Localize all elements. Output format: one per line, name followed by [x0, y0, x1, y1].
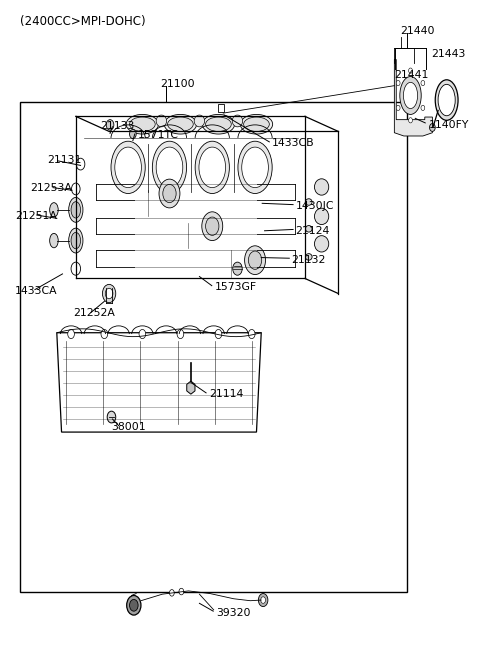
Ellipse shape [305, 253, 312, 260]
Text: 21100: 21100 [160, 79, 194, 89]
Circle shape [130, 599, 138, 611]
Circle shape [245, 246, 265, 274]
Circle shape [71, 262, 81, 275]
Ellipse shape [69, 197, 83, 222]
Circle shape [396, 105, 400, 111]
Polygon shape [187, 381, 195, 394]
Circle shape [408, 118, 412, 123]
Ellipse shape [435, 80, 458, 121]
Text: 21132: 21132 [292, 255, 326, 265]
Circle shape [258, 593, 268, 607]
Text: 1430JC: 1430JC [296, 201, 334, 211]
Circle shape [159, 179, 180, 208]
Circle shape [68, 329, 74, 339]
Circle shape [396, 81, 400, 86]
Text: 1571TC: 1571TC [138, 130, 179, 140]
Circle shape [202, 212, 223, 240]
Ellipse shape [164, 115, 197, 134]
Circle shape [72, 183, 80, 195]
Ellipse shape [69, 228, 83, 253]
Ellipse shape [194, 115, 204, 127]
Circle shape [248, 329, 255, 339]
Circle shape [205, 217, 219, 235]
Ellipse shape [111, 141, 145, 193]
Text: 1573GF: 1573GF [215, 282, 257, 292]
Text: 1433CA: 1433CA [15, 286, 58, 296]
Ellipse shape [115, 147, 142, 187]
Circle shape [127, 595, 141, 615]
Text: 1140FY: 1140FY [429, 120, 469, 130]
Circle shape [421, 105, 425, 111]
Text: 21443: 21443 [431, 49, 465, 60]
Circle shape [177, 329, 184, 339]
Text: 21133: 21133 [100, 121, 135, 131]
Text: 21440: 21440 [400, 26, 434, 37]
Ellipse shape [305, 198, 312, 205]
Ellipse shape [314, 179, 329, 195]
Bar [20, 102, 407, 592]
Circle shape [430, 124, 435, 132]
Circle shape [130, 130, 136, 139]
Circle shape [139, 329, 146, 339]
Text: 1433CB: 1433CB [272, 138, 314, 148]
Text: 21124: 21124 [296, 226, 330, 236]
Circle shape [179, 588, 184, 595]
Ellipse shape [202, 115, 235, 134]
Ellipse shape [242, 147, 268, 187]
Circle shape [169, 590, 174, 596]
Ellipse shape [232, 115, 243, 127]
Circle shape [107, 411, 116, 423]
Circle shape [102, 284, 116, 303]
Ellipse shape [168, 117, 193, 132]
Ellipse shape [195, 141, 229, 193]
Bar [218, 104, 224, 112]
Circle shape [76, 159, 85, 170]
Text: 21252A: 21252A [73, 308, 115, 318]
Text: 21114: 21114 [209, 389, 243, 399]
Ellipse shape [71, 233, 81, 249]
Text: 21253A: 21253A [30, 183, 72, 193]
Ellipse shape [152, 141, 187, 193]
Text: 21251A: 21251A [15, 212, 57, 221]
Circle shape [248, 251, 262, 269]
Circle shape [233, 262, 242, 275]
Circle shape [101, 329, 108, 339]
Ellipse shape [205, 117, 231, 132]
Text: 21441: 21441 [394, 69, 428, 79]
Circle shape [105, 288, 113, 299]
Text: 21131: 21131 [48, 155, 82, 165]
Circle shape [215, 329, 222, 339]
Ellipse shape [126, 115, 158, 134]
Ellipse shape [156, 115, 167, 127]
Ellipse shape [305, 225, 312, 232]
Ellipse shape [314, 208, 329, 225]
Ellipse shape [49, 202, 58, 217]
Circle shape [408, 68, 412, 73]
Polygon shape [57, 333, 261, 432]
Text: (2400CC>MPI-DOHC): (2400CC>MPI-DOHC) [20, 15, 145, 28]
Ellipse shape [400, 77, 421, 115]
Ellipse shape [244, 117, 269, 132]
Ellipse shape [238, 141, 272, 193]
Ellipse shape [403, 83, 418, 109]
Ellipse shape [314, 236, 329, 252]
Text: 39320: 39320 [216, 608, 251, 618]
Polygon shape [395, 60, 432, 136]
Ellipse shape [130, 117, 155, 132]
Ellipse shape [71, 202, 81, 218]
Ellipse shape [49, 233, 58, 248]
Circle shape [163, 184, 176, 202]
Ellipse shape [156, 147, 183, 187]
Circle shape [106, 120, 114, 130]
Circle shape [261, 597, 265, 603]
Ellipse shape [240, 115, 273, 134]
Ellipse shape [438, 84, 455, 116]
Ellipse shape [199, 147, 226, 187]
Text: 38001: 38001 [111, 422, 146, 432]
Circle shape [421, 81, 425, 86]
